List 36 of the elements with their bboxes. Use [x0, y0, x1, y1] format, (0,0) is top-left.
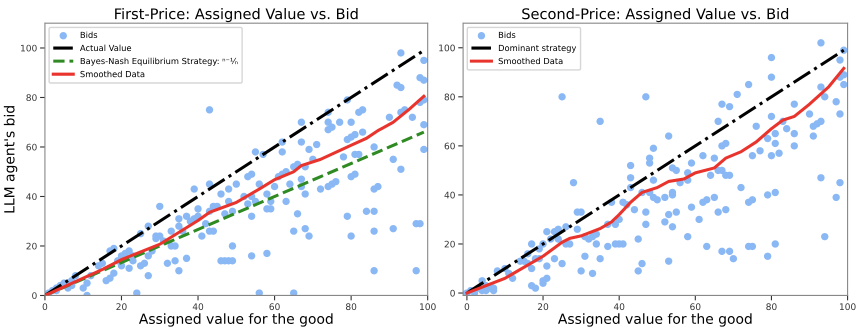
y-axis-title: LLM agent's bid: [4, 106, 18, 212]
legend-label: Bayes-Nash Equilibrium Strategy: ⁿ⁻¹⁄ₙ: [80, 58, 238, 66]
legend-label: Smoothed Data: [498, 58, 562, 64]
legend-label: Smoothed Data: [80, 70, 144, 78]
x-tick-label: 80: [766, 303, 777, 310]
x-tick-label: 100: [840, 303, 856, 310]
legend-label: Dominant strategy: [498, 44, 576, 53]
x-tick-label: 60: [269, 303, 280, 310]
x-tick-label: 20: [116, 303, 127, 310]
y-tick-label: 40: [26, 193, 37, 200]
x-axis-title: Assigned value for the good: [138, 313, 333, 327]
y-tick-label: 20: [444, 240, 455, 248]
y-tick-label: 100: [439, 44, 455, 52]
x-tick-label: 40: [192, 303, 204, 310]
x-tick-label: 80: [346, 303, 356, 310]
chart-title: First-Price: Assigned Value vs. Bid: [115, 8, 358, 22]
x-tick-label: 60: [690, 303, 700, 310]
y-tick-label: 20: [26, 242, 37, 250]
y-tick-label: 0: [450, 290, 455, 297]
x-tick-label: 0: [42, 303, 48, 310]
x-tick-label: 100: [420, 303, 436, 310]
legend-label: Actual Value: [80, 44, 132, 52]
y-tick-label: 80: [26, 94, 37, 102]
x-tick-label: 20: [538, 303, 548, 310]
y-tick-label: 60: [26, 144, 37, 151]
chart-title: Second-Price: Assigned Value vs. Bid: [522, 8, 788, 22]
x-tick-label: 40: [614, 303, 624, 310]
x-axis-title: Assigned value for the good: [558, 313, 752, 327]
legend-label: Bids: [498, 32, 516, 38]
x-tick-label: 0: [464, 303, 470, 310]
y-tick-label: 40: [444, 192, 455, 198]
legend-label: Bids: [80, 32, 98, 38]
y-tick-label: 60: [444, 142, 455, 150]
y-tick-label: 80: [444, 94, 455, 100]
y-tick-label: 0: [32, 292, 37, 300]
y-tick-label: 100: [21, 44, 37, 52]
